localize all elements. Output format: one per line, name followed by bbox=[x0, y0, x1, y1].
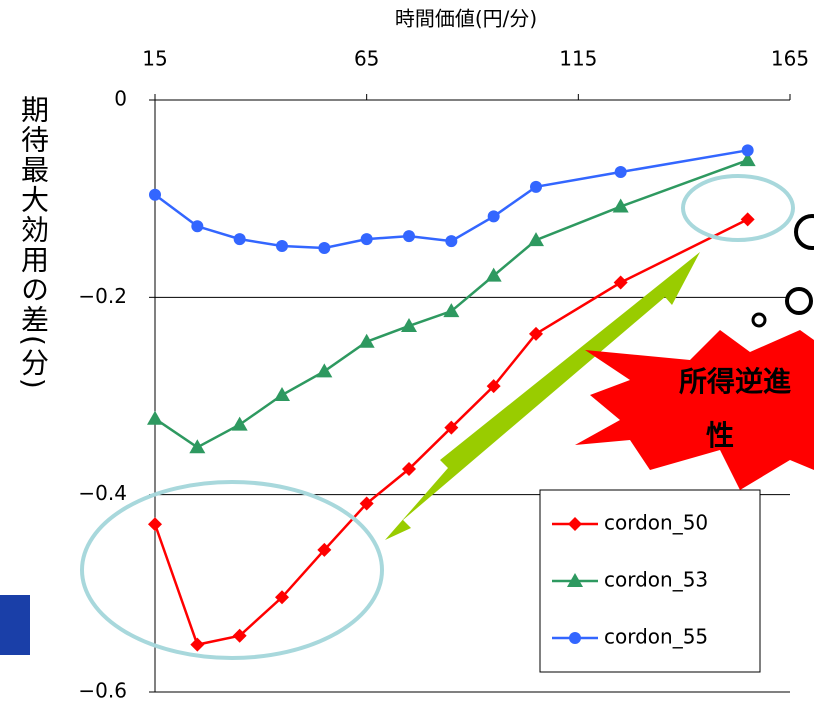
x-axis-label: 時間価値(円/分) bbox=[395, 7, 537, 31]
legend-label: cordon_53 bbox=[604, 568, 708, 592]
marker bbox=[318, 242, 330, 254]
logo-fragment bbox=[0, 595, 30, 655]
marker bbox=[569, 632, 581, 644]
y-axis-label: 期待最大効用の差(分) bbox=[17, 95, 50, 391]
marker bbox=[361, 233, 373, 245]
y-tick-label: −0.2 bbox=[78, 284, 127, 308]
legend: cordon_50 cordon_53 cordon_55 bbox=[540, 490, 760, 672]
chart: 時間価値(円/分) 期待最大効用の差(分) −0.6 −0.4 −0.2 0 15 65 1… bbox=[0, 0, 814, 705]
thought-bubble bbox=[753, 314, 765, 326]
y-tick-label: −0.4 bbox=[78, 481, 127, 505]
marker bbox=[742, 144, 754, 156]
marker bbox=[403, 230, 415, 242]
x-tick-label: 165 bbox=[771, 47, 809, 71]
x-tick-label: 65 bbox=[354, 47, 379, 71]
x-tick-label: 115 bbox=[559, 47, 597, 71]
marker bbox=[149, 189, 161, 201]
thought-bubble bbox=[796, 216, 814, 248]
legend-label: cordon_55 bbox=[604, 625, 708, 649]
legend-label: cordon_50 bbox=[604, 511, 708, 535]
y-tick-label: −0.6 bbox=[78, 679, 127, 703]
marker bbox=[445, 235, 457, 247]
marker bbox=[191, 220, 203, 232]
marker bbox=[530, 181, 542, 193]
marker bbox=[276, 240, 288, 252]
marker bbox=[234, 233, 246, 245]
x-tick-label: 15 bbox=[142, 47, 167, 71]
y-tick-label: 0 bbox=[114, 87, 127, 111]
marker bbox=[488, 210, 500, 222]
annotation: 性 bbox=[706, 419, 734, 452]
marker bbox=[615, 166, 627, 178]
annotation: 所得逆進 bbox=[679, 365, 791, 398]
thought-bubble bbox=[787, 289, 811, 313]
